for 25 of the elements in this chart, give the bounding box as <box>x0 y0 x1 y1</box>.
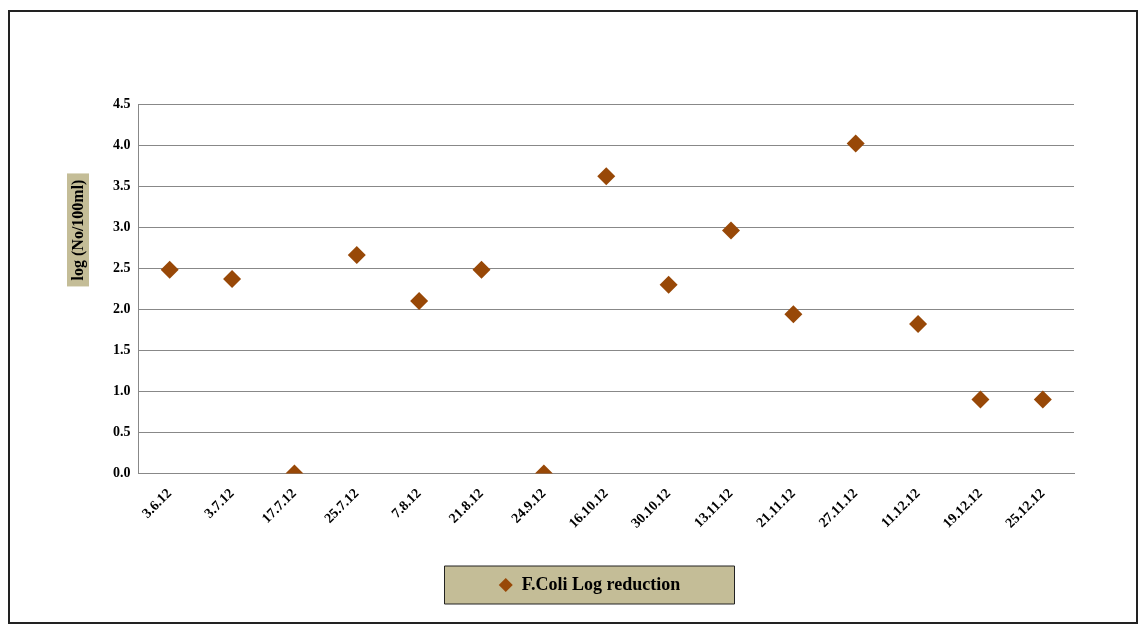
point <box>846 134 865 153</box>
y-tick-label: 1.5 <box>113 341 131 357</box>
y-tick-label: 2.0 <box>113 300 131 316</box>
point <box>784 305 803 324</box>
y-tick-label: 1.0 <box>113 382 131 398</box>
point <box>410 292 429 311</box>
point <box>160 260 179 279</box>
point <box>971 390 990 409</box>
point <box>659 275 678 294</box>
point <box>1033 390 1052 409</box>
y-tick-label: 0.5 <box>113 424 131 440</box>
y-tick-label: 4.5 <box>113 95 131 111</box>
y-tick-label: 0.0 <box>113 465 131 481</box>
y-axis-title: log (No/100ml) <box>67 173 89 287</box>
y-tick-label: 4.0 <box>113 136 131 152</box>
point <box>721 221 740 240</box>
point <box>347 246 366 265</box>
point <box>472 260 491 279</box>
y-tick-label: 3.5 <box>113 177 131 193</box>
point <box>223 269 242 288</box>
legend-label: F.Coli Log reduction <box>521 573 681 594</box>
y-tick-label: 3.0 <box>113 218 131 234</box>
point <box>909 315 928 334</box>
point <box>597 167 616 186</box>
y-tick-label: 2.5 <box>113 259 131 275</box>
